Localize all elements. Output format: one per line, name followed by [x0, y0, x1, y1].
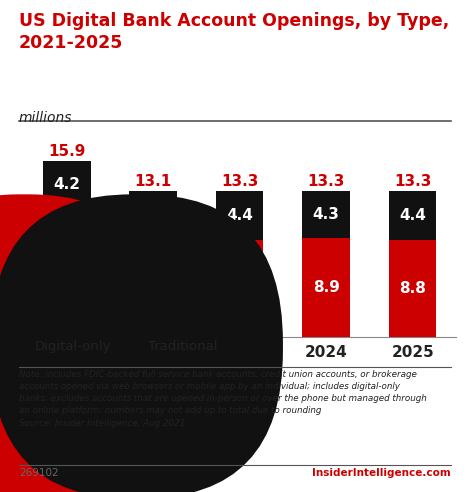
Bar: [43, 161, 91, 208]
Text: 9.2: 9.2: [140, 278, 167, 294]
Bar: [129, 235, 177, 337]
Text: 13.3: 13.3: [307, 174, 345, 188]
Text: 15.9: 15.9: [48, 144, 86, 159]
Text: millions: millions: [19, 111, 72, 124]
Text: 4.0: 4.0: [140, 206, 167, 220]
Bar: [302, 239, 350, 337]
Text: 4.3: 4.3: [313, 207, 340, 222]
Bar: [43, 208, 91, 337]
Text: Digital-only: Digital-only: [35, 340, 112, 353]
Text: Note: includes FDIC-backed full service bank accounts, credit union accounts, or: Note: includes FDIC-backed full service …: [19, 370, 427, 428]
Text: 4.4: 4.4: [226, 208, 253, 223]
Bar: [389, 240, 437, 337]
Bar: [129, 191, 177, 235]
Text: 13.3: 13.3: [221, 174, 258, 188]
Bar: [216, 191, 264, 240]
Bar: [389, 191, 437, 240]
Text: 13.1: 13.1: [134, 174, 172, 188]
Text: 269102: 269102: [19, 468, 58, 478]
Text: 8.8: 8.8: [399, 281, 426, 296]
Text: 11.7: 11.7: [48, 265, 86, 280]
Text: US Digital Bank Account Openings, by Type,
2021-2025: US Digital Bank Account Openings, by Typ…: [19, 12, 449, 52]
Text: 8.9: 8.9: [313, 280, 340, 295]
Text: 13.3: 13.3: [394, 174, 431, 188]
Bar: [216, 240, 264, 337]
Text: Traditional: Traditional: [148, 340, 218, 353]
Text: InsiderIntelligence.com: InsiderIntelligence.com: [313, 468, 451, 478]
Text: 8.8: 8.8: [226, 281, 253, 296]
Bar: [302, 191, 350, 239]
Text: 4.4: 4.4: [399, 208, 426, 223]
Text: 4.2: 4.2: [53, 177, 80, 192]
